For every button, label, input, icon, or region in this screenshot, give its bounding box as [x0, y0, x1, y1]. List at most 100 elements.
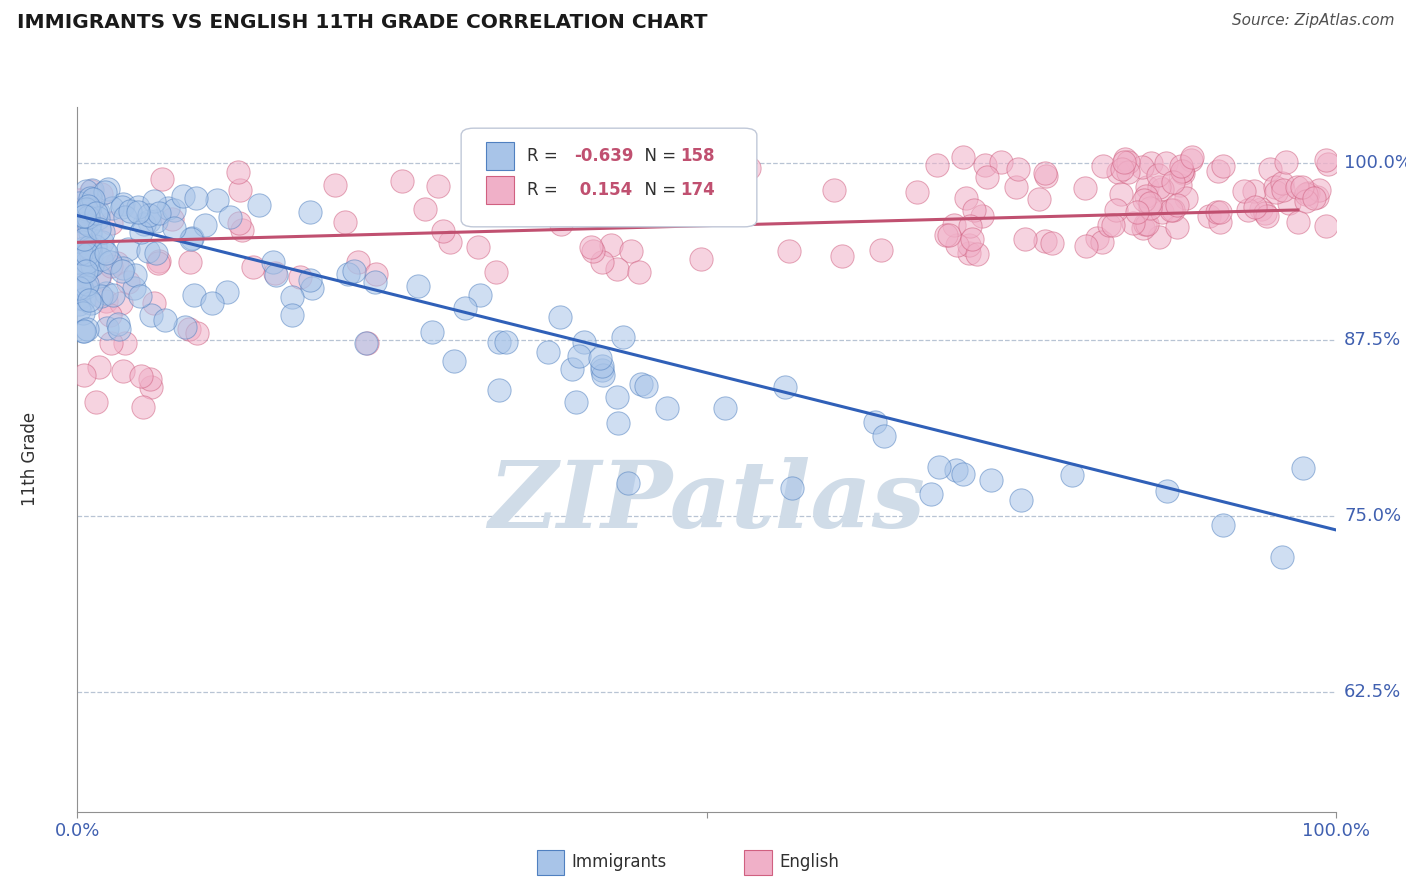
Point — [606, 391, 628, 405]
Point — [488, 383, 510, 397]
Text: IMMIGRANTS VS ENGLISH 11TH GRADE CORRELATION CHART: IMMIGRANTS VS ENGLISH 11TH GRADE CORRELA… — [17, 13, 707, 32]
Point — [592, 368, 614, 382]
Point — [82, 193, 104, 207]
Point — [100, 336, 122, 351]
Point — [139, 379, 162, 393]
Text: 11th Grade: 11th Grade — [21, 412, 38, 507]
Point — [79, 242, 101, 256]
Point — [973, 158, 995, 172]
Point — [107, 322, 129, 336]
Point — [1109, 187, 1132, 202]
Point — [67, 291, 90, 305]
Point — [262, 255, 284, 269]
Point — [139, 308, 162, 322]
Point — [1121, 216, 1143, 230]
Point — [142, 194, 165, 208]
Point — [1298, 186, 1320, 200]
Point — [136, 244, 159, 258]
Point — [1237, 202, 1260, 217]
Point — [957, 237, 980, 252]
Point — [962, 232, 984, 246]
Text: ZIPatlas: ZIPatlas — [488, 457, 925, 547]
Text: R =: R = — [527, 181, 562, 199]
Point — [1132, 193, 1154, 207]
Point — [86, 206, 108, 220]
Point — [1168, 178, 1191, 192]
Point — [935, 227, 957, 242]
Point — [111, 196, 134, 211]
Text: 100.0%: 100.0% — [1344, 154, 1406, 172]
Point — [1212, 159, 1234, 173]
Point — [617, 476, 640, 491]
Point — [599, 237, 621, 252]
Point — [1303, 190, 1326, 204]
Point — [952, 150, 974, 164]
Point — [117, 275, 139, 289]
Text: Source: ZipAtlas.com: Source: ZipAtlas.com — [1232, 13, 1395, 29]
Point — [162, 211, 184, 226]
Point — [920, 486, 942, 500]
Point — [582, 244, 605, 258]
Point — [1139, 202, 1161, 216]
Point — [127, 205, 149, 219]
Point — [90, 289, 112, 303]
Point — [1139, 155, 1161, 169]
Point — [1244, 200, 1267, 214]
Point — [228, 165, 250, 179]
Point — [323, 178, 346, 193]
Point — [93, 244, 115, 258]
Point — [550, 217, 572, 231]
Point — [1136, 179, 1159, 194]
Point — [215, 285, 238, 300]
Point — [200, 296, 222, 310]
Point — [1062, 467, 1084, 482]
Point — [1285, 180, 1308, 194]
Point — [87, 271, 110, 285]
Point — [247, 197, 270, 211]
Point — [1317, 157, 1340, 171]
Point — [90, 187, 112, 202]
Point — [1097, 218, 1119, 232]
Point — [1315, 153, 1337, 167]
Point — [77, 208, 100, 222]
Point — [1292, 461, 1315, 475]
Point — [80, 296, 103, 310]
Point — [1135, 217, 1157, 231]
Point — [132, 218, 155, 232]
Point — [343, 263, 366, 277]
Point — [117, 242, 139, 256]
FancyBboxPatch shape — [461, 128, 756, 227]
Point — [98, 255, 121, 269]
Point — [107, 317, 129, 331]
Text: 174: 174 — [681, 181, 714, 199]
Point — [738, 161, 761, 175]
Point — [1170, 159, 1192, 173]
Point — [80, 247, 103, 261]
Point — [1074, 239, 1097, 253]
Point — [336, 267, 359, 281]
Point — [356, 335, 378, 350]
Text: 87.5%: 87.5% — [1344, 331, 1402, 349]
Point — [128, 289, 150, 303]
Point — [1161, 176, 1184, 190]
Point — [73, 209, 96, 223]
Point — [91, 226, 114, 240]
Point — [120, 203, 142, 218]
Point — [591, 255, 613, 269]
Point — [76, 322, 98, 336]
Point — [114, 210, 136, 224]
Point — [1209, 215, 1232, 229]
Point — [218, 210, 240, 224]
Point — [1198, 210, 1220, 224]
Point — [1308, 183, 1330, 197]
Point — [94, 185, 117, 199]
Point — [1010, 493, 1032, 508]
Point — [73, 241, 96, 255]
Point — [179, 321, 201, 335]
Point — [72, 305, 94, 319]
Point — [87, 269, 110, 284]
Point — [1166, 198, 1188, 212]
Point — [1171, 163, 1194, 178]
Point — [955, 191, 977, 205]
Point — [76, 277, 98, 292]
